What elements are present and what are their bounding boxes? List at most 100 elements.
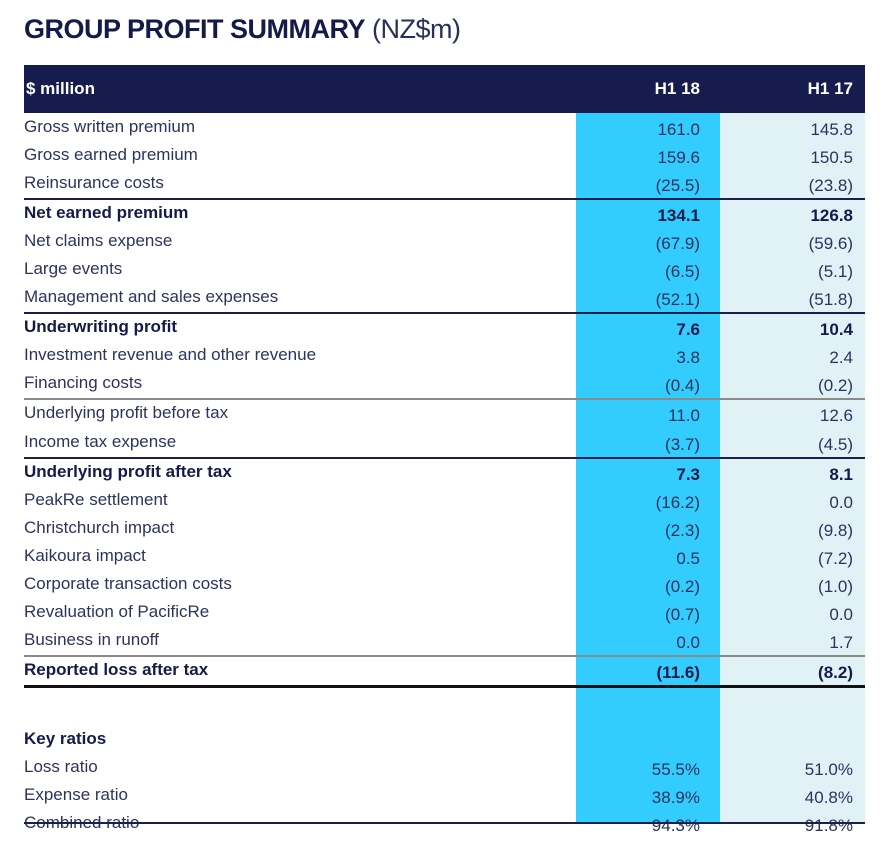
value-h1-17: 12.6 bbox=[819, 406, 853, 426]
value-h1-17: (8.2) bbox=[818, 662, 853, 682]
value-h1-18: 7.3 bbox=[676, 464, 700, 484]
row-label: Underlying profit after tax bbox=[24, 461, 232, 481]
row-label: PeakRe settlement bbox=[24, 489, 168, 509]
value-h1-18: 94.3% bbox=[651, 816, 700, 836]
value-h1-18: (11.6) bbox=[656, 662, 700, 682]
title-unit: (NZ$m) bbox=[372, 14, 461, 44]
table-row: Financing costs (0.4) (0.2) bbox=[24, 370, 865, 398]
row-label: Reported loss after tax bbox=[24, 659, 209, 679]
table-row: Net claims expense (67.9) (59.6) bbox=[24, 228, 865, 256]
row-label: Net earned premium bbox=[24, 203, 189, 223]
spacer bbox=[24, 688, 865, 726]
value-h1-17: 1.7 bbox=[829, 632, 853, 652]
value-h1-17: 8.1 bbox=[829, 464, 853, 484]
key-ratios-heading-row: Key ratios bbox=[24, 726, 865, 754]
value-h1-18: 0.0 bbox=[676, 632, 700, 652]
row-label: Underwriting profit bbox=[24, 317, 177, 337]
value-h1-18: (3.7) bbox=[665, 434, 700, 454]
column-highlight-h1-18 bbox=[576, 113, 720, 824]
table-row: Revaluation of PacificRe (0.7) 0.0 bbox=[24, 599, 865, 627]
value-h1-17: 91.8% bbox=[804, 816, 853, 836]
table-row: Expense ratio 38.9% 40.8% bbox=[24, 782, 865, 810]
row-label: Corporate transaction costs bbox=[24, 573, 232, 593]
table-row: Combined ratio 94.3% 91.8% bbox=[24, 810, 865, 838]
row-label: Revaluation of PacificRe bbox=[24, 601, 210, 621]
value-h1-17: (7.2) bbox=[818, 548, 853, 568]
value-h1-18: (2.3) bbox=[665, 520, 700, 540]
row-label: Underlying profit before tax bbox=[24, 403, 229, 423]
table-row: Reinsurance costs (25.5) (23.8) bbox=[24, 170, 865, 198]
value-h1-18: (16.2) bbox=[655, 492, 700, 512]
table-row: Income tax expense (3.7) (4.5) bbox=[24, 429, 865, 457]
header-h1-18: H1 18 bbox=[654, 79, 700, 98]
table-row: Large events (6.5) (5.1) bbox=[24, 256, 865, 284]
value-h1-17: 0.0 bbox=[829, 604, 853, 624]
row-label: Business in runoff bbox=[24, 629, 159, 649]
value-h1-18: (0.7) bbox=[665, 604, 700, 624]
table-row: Underlying profit before tax 11.0 12.6 bbox=[24, 398, 865, 428]
table-bottom-rule bbox=[24, 822, 865, 824]
row-label: Gross written premium bbox=[24, 117, 195, 136]
table-row: PeakRe settlement (16.2) 0.0 bbox=[24, 487, 865, 515]
value-h1-18: 3.8 bbox=[676, 348, 700, 368]
row-label: Gross earned premium bbox=[24, 145, 198, 165]
value-h1-17: (0.2) bbox=[818, 376, 853, 396]
value-h1-18: (6.5) bbox=[665, 262, 700, 282]
row-label: Investment revenue and other revenue bbox=[24, 345, 317, 365]
row-label: Financing costs bbox=[24, 373, 143, 393]
table-row: Net earned premium 134.1 126.8 bbox=[24, 198, 865, 228]
table-row: Underwriting profit 7.6 10.4 bbox=[24, 312, 865, 342]
value-h1-18: (25.5) bbox=[655, 176, 700, 196]
value-h1-17: 51.0% bbox=[804, 759, 853, 779]
row-label: Net claims expense bbox=[24, 231, 173, 251]
value-h1-17: 150.5 bbox=[810, 148, 853, 168]
page-title: GROUP PROFIT SUMMARY (NZ$m) bbox=[24, 14, 461, 45]
value-h1-18: (0.4) bbox=[665, 376, 700, 396]
value-h1-17: 126.8 bbox=[810, 206, 853, 226]
value-h1-17: 0.0 bbox=[829, 492, 853, 512]
row-label: Large events bbox=[24, 259, 123, 279]
value-h1-17: (9.8) bbox=[818, 520, 853, 540]
value-h1-18: 159.6 bbox=[657, 148, 700, 168]
table-row: Underlying profit after tax 7.3 8.1 bbox=[24, 456, 865, 487]
row-label: Management and sales expenses bbox=[24, 287, 279, 307]
value-h1-17: (59.6) bbox=[808, 234, 853, 254]
value-h1-18: 7.6 bbox=[676, 320, 700, 340]
table-row: Loss ratio 55.5% 51.0% bbox=[24, 754, 865, 782]
key-ratios-heading: Key ratios bbox=[24, 728, 107, 748]
value-h1-18: 161.0 bbox=[657, 120, 700, 139]
header-label: $ million bbox=[26, 79, 95, 98]
table-row: Christchurch impact (2.3) (9.8) bbox=[24, 515, 865, 543]
table-row: Business in runoff 0.0 1.7 bbox=[24, 627, 865, 655]
value-h1-18: 11.0 bbox=[668, 406, 700, 426]
value-h1-17: 2.4 bbox=[829, 348, 853, 368]
value-h1-18: 0.5 bbox=[676, 548, 700, 568]
value-h1-17: 40.8% bbox=[804, 788, 853, 808]
row-label: Expense ratio bbox=[24, 785, 128, 805]
value-h1-18: (0.2) bbox=[665, 576, 700, 596]
profit-table-body: Gross written premium 161.0 145.8 Gross ear… bbox=[24, 114, 865, 838]
value-h1-17: (23.8) bbox=[808, 176, 853, 196]
table-row: Kaikoura impact 0.5 (7.2) bbox=[24, 543, 865, 571]
table-row: Investment revenue and other revenue 3.8 2… bbox=[24, 342, 865, 370]
table-header: $ million H1 18 H1 17 bbox=[24, 65, 865, 113]
value-h1-17: (5.1) bbox=[818, 262, 853, 282]
value-h1-17: 145.8 bbox=[810, 120, 853, 139]
table-row: Corporate transaction costs (0.2) (1.0) bbox=[24, 571, 865, 599]
value-h1-18: (67.9) bbox=[655, 234, 700, 254]
table-row: Gross written premium 161.0 145.8 bbox=[24, 114, 865, 142]
value-h1-17: 10.4 bbox=[819, 320, 853, 340]
header-h1-17: H1 17 bbox=[807, 79, 853, 98]
value-h1-17: (51.8) bbox=[808, 290, 853, 310]
row-label: Kaikoura impact bbox=[24, 545, 146, 565]
column-highlight-h1-17 bbox=[720, 113, 865, 824]
value-h1-18: 134.1 bbox=[657, 206, 700, 226]
table-row: Gross earned premium 159.6 150.5 bbox=[24, 142, 865, 170]
row-label: Income tax expense bbox=[24, 431, 177, 451]
table-row: Management and sales expenses (52.1) (51.8… bbox=[24, 284, 865, 312]
row-label: Christchurch impact bbox=[24, 517, 175, 537]
value-h1-18: 55.5% bbox=[651, 759, 700, 779]
value-h1-17: (4.5) bbox=[818, 434, 853, 454]
value-h1-17: (1.0) bbox=[818, 576, 853, 596]
row-label: Reinsurance costs bbox=[24, 173, 164, 193]
